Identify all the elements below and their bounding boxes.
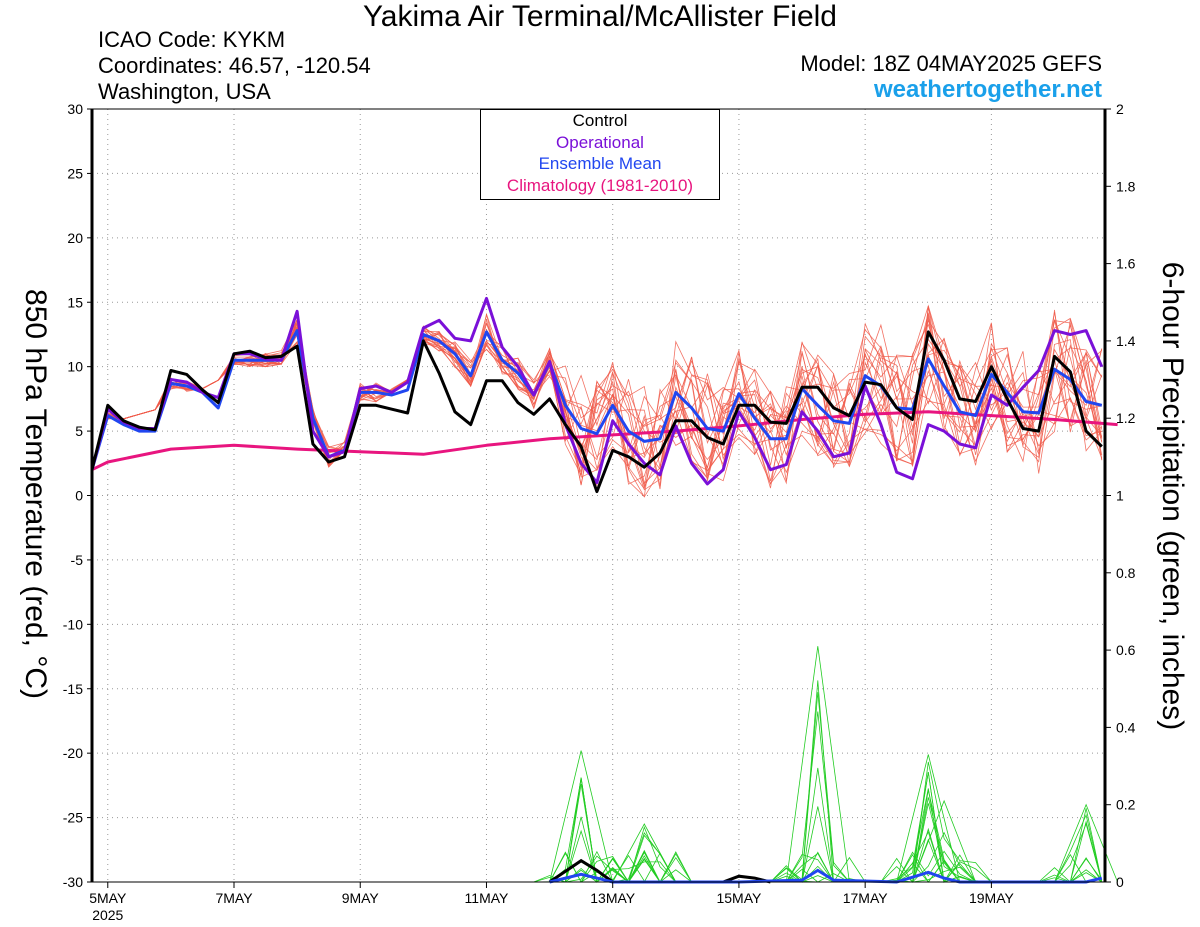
coordinates: Coordinates: 46.57, -120.54 xyxy=(98,53,371,78)
precip-member-line xyxy=(92,783,1103,883)
series-climatology-1981-2010 xyxy=(91,410,1118,472)
y-right-tick-label: 0.4 xyxy=(1116,719,1136,735)
y-right-tick-label: 1.4 xyxy=(1116,333,1136,349)
y-left-tick-label: 25 xyxy=(67,165,83,181)
y-right-tick-label: 1.6 xyxy=(1116,256,1136,272)
x-tick-label: 9MAY xyxy=(342,890,380,906)
y-left-tick-label: -30 xyxy=(63,874,83,890)
y-left-tick-label: 20 xyxy=(67,230,83,246)
y-right-tick-label: 1.8 xyxy=(1116,178,1136,194)
x-tick-label: 13MAY xyxy=(590,890,636,906)
y-right-tick-label: 0.2 xyxy=(1116,797,1136,813)
site-link[interactable]: weathertogether.net xyxy=(873,76,1102,103)
legend: Control Operational Ensemble Mean Climat… xyxy=(480,109,720,200)
y-right-tick-label: 1.2 xyxy=(1116,410,1136,426)
y-left-tick-label: -10 xyxy=(63,616,83,632)
y-right-tick-label: 0 xyxy=(1116,874,1124,890)
y-right-tick-label: 2 xyxy=(1116,101,1124,117)
ensemble-member-line xyxy=(91,320,1103,498)
y-left-tick-label: 30 xyxy=(67,101,83,117)
icao-code: ICAO Code: KYKM xyxy=(98,27,286,52)
x-tick-label: 19MAY xyxy=(969,890,1015,906)
precip-member-line xyxy=(92,692,1103,883)
precip-member-line xyxy=(92,772,1102,883)
x-tick-label: 17MAY xyxy=(843,890,889,906)
precip-peak-line xyxy=(549,750,614,883)
y-right-tick-label: 0.6 xyxy=(1116,642,1136,658)
y-left-tick-label: -20 xyxy=(63,745,83,761)
legend-ensemble-mean: Ensemble Mean xyxy=(538,154,662,173)
x-tick-label: 7MAY xyxy=(215,890,253,906)
series-operational xyxy=(90,296,1104,486)
precip-member-line xyxy=(92,767,1102,883)
y-right-tick-label: 0.8 xyxy=(1116,565,1136,581)
x-tick-sublabel: 2025 xyxy=(92,907,123,923)
x-tick-label: 5MAY xyxy=(89,890,127,906)
ensemble-member-line xyxy=(91,318,1103,473)
y-left-tick-label: 10 xyxy=(67,359,83,375)
y-left-tick-label: 0 xyxy=(75,488,83,504)
series-control xyxy=(90,330,1103,494)
precip-peak-line xyxy=(896,754,961,883)
model-run: Model: 18Z 04MAY2025 GEFS xyxy=(800,51,1102,76)
y-left-tick-label: -15 xyxy=(63,681,83,697)
precip-member-line xyxy=(92,761,1102,883)
legend-control: Control xyxy=(572,111,628,130)
precip-member-line xyxy=(92,790,1103,883)
precip-member-line xyxy=(92,778,1103,883)
precip-peak-line xyxy=(912,799,976,883)
precip-member-line xyxy=(92,822,1103,883)
y-left-tick-label: 5 xyxy=(75,423,83,439)
x-tick-label: 11MAY xyxy=(465,890,509,906)
x-tick-label: 15MAY xyxy=(716,890,762,906)
chart-title: Yakima Air Terminal/McAllister Field xyxy=(362,0,837,33)
precip-mean-line xyxy=(549,868,1103,884)
y-left-tick-label: -25 xyxy=(63,810,83,826)
precip-peak-line xyxy=(785,646,850,883)
y-left-tick-label: 15 xyxy=(67,294,83,310)
ensemble-member-line xyxy=(91,304,1103,489)
precip-peak-line xyxy=(612,823,677,883)
precip-member-line xyxy=(92,777,1103,884)
y-right-tick-label: 1 xyxy=(1116,488,1124,504)
series-ensemble-mean xyxy=(90,329,1103,471)
y-left-tick-label: -5 xyxy=(71,552,84,568)
legend-operational: Operational xyxy=(556,132,644,152)
ensemble-member-line xyxy=(91,313,1103,485)
location: Washington, USA xyxy=(98,79,271,104)
legend-climatology: Climatology (1981-2010) xyxy=(506,175,694,195)
precip-peak-line xyxy=(1054,803,1118,883)
